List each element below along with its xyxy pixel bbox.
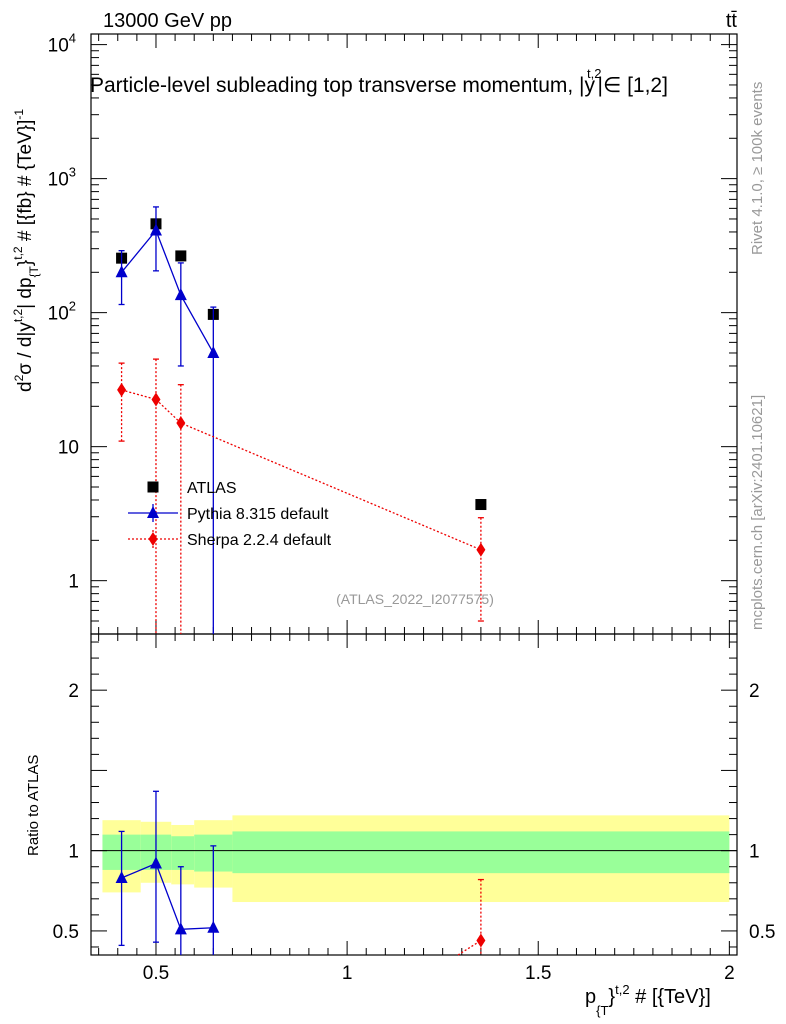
legend-label: Pythia 8.315 default xyxy=(187,506,329,523)
tick-labels: 0.5 1 1.5 2 1 10 102 103 104 0.5 0.5 1 1 2 2 xyxy=(48,31,776,984)
x-tick-label: 1.5 xyxy=(525,963,551,984)
main-panel-series xyxy=(115,206,487,634)
legend-marker-diamond xyxy=(148,532,158,546)
ratio-series-line-1 xyxy=(457,940,482,956)
ratio-y-tick-label-left: 1 xyxy=(68,842,79,863)
process-label: tt̄ xyxy=(726,10,738,32)
y-tick-label: 102 xyxy=(48,299,76,325)
ratio-uncertainty-bands xyxy=(91,815,737,903)
data-point-triangle xyxy=(149,223,162,236)
ratio-panel-series xyxy=(115,790,486,956)
ratio-point-triangle xyxy=(149,856,162,869)
ratio-y-tick-label-right: 2 xyxy=(749,681,760,702)
series-line-1 xyxy=(121,229,214,354)
legend-marker-atlas xyxy=(147,481,159,493)
stat-uncertainty-band xyxy=(171,836,195,870)
ratio-y-tick-label-right: 1 xyxy=(749,842,760,863)
data-point-triangle xyxy=(115,265,128,278)
legend: ATLAS Pythia 8.315 default Sherpa 2.2.4 de… xyxy=(128,480,332,549)
mcplots-source-label: mcplots.cern.ch [arXiv:2401.10621] xyxy=(749,395,766,630)
ratio-y-tick-label-right: 0.5 xyxy=(749,922,775,943)
y-tick-label: 10 xyxy=(58,438,79,459)
ratio-panel-frame xyxy=(90,633,738,956)
legend-label: ATLAS xyxy=(187,480,237,497)
data-point-triangle xyxy=(207,345,220,358)
analysis-watermark: (ATLAS_2022_I2077575) xyxy=(336,591,494,607)
data-point-square xyxy=(175,250,187,262)
ratio-series-line-0 xyxy=(121,862,214,930)
plot-frames xyxy=(90,33,738,956)
stat-uncertainty-band xyxy=(232,831,730,874)
ratio-y-axis-label: Ratio to ATLAS xyxy=(25,755,42,856)
chart-title: Particle-level subleading top transverse… xyxy=(90,66,668,97)
ratio-point-triangle xyxy=(207,920,220,933)
ratio-point-diamond xyxy=(476,933,486,948)
series-line-2 xyxy=(121,389,482,551)
x-tick-label: 1 xyxy=(342,963,353,984)
data-point-diamond xyxy=(151,392,161,407)
y-tick-label: 104 xyxy=(48,31,76,57)
main-y-axis-label: d2σ / d|yt,2| dp{T}t,2 # [{fb} # {TeV}]-… xyxy=(11,109,41,392)
data-point-diamond xyxy=(476,542,486,557)
legend-marker-triangle xyxy=(147,506,159,518)
x-tick-label: 2 xyxy=(724,963,735,984)
legend-label: Sherpa 2.2.4 default xyxy=(187,532,332,549)
axis-ticks xyxy=(91,34,737,955)
y-tick-label: 1 xyxy=(68,572,79,593)
rivet-version-label: Rivet 4.1.0, ≥ 100k events xyxy=(749,82,766,255)
ratio-y-tick-label-left: 0.5 xyxy=(53,922,79,943)
ratio-y-tick-label-left: 2 xyxy=(68,681,79,702)
ratio-point-triangle xyxy=(174,922,187,935)
data-point-square xyxy=(475,499,487,511)
data-point-diamond xyxy=(117,382,127,397)
x-axis-label: p{T}t,2 # [{TeV}] xyxy=(585,982,711,1018)
data-point-diamond xyxy=(176,416,186,431)
data-point-triangle xyxy=(174,288,187,301)
x-tick-label: 0.5 xyxy=(143,963,169,984)
y-tick-label: 103 xyxy=(48,165,76,191)
ratio-point-triangle xyxy=(115,870,128,883)
energy-label: 13000 GeV pp xyxy=(103,10,232,32)
